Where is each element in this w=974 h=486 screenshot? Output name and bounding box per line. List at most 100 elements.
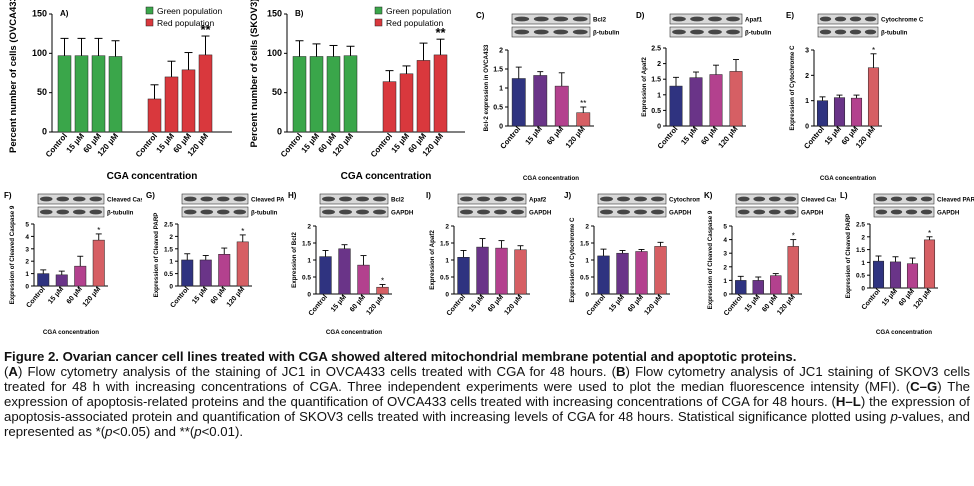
x-tick-label: Control xyxy=(44,132,69,160)
bar xyxy=(867,67,880,127)
x-tick-label: 60 μM xyxy=(66,286,84,306)
bar xyxy=(787,246,799,295)
blot-band xyxy=(39,209,53,215)
panel-f-chart: F) Cleaved Caspase 9 β-tubulin 0 1 2 3 4 5 Expres… xyxy=(0,188,164,338)
blot-band xyxy=(920,196,933,202)
blot-strip xyxy=(37,193,105,205)
panel-l-chart: L) Cleaved PARP GAPDH 0 0.5 1 1.5 2 2.5 Expressio… xyxy=(836,188,974,338)
caption-text-a: Flow cytometry analysis of the staining … xyxy=(22,364,617,379)
blot-band xyxy=(690,16,704,22)
bar xyxy=(357,264,370,295)
blot-band xyxy=(477,196,490,202)
y-tick-label: 1.5 xyxy=(302,241,311,248)
blot-band xyxy=(708,16,722,22)
chart-svg: G) Cleaved PARP β-tubulin 0 0.5 1 1.5 2 2.5 Expre… xyxy=(146,191,293,309)
panel-h-chart: H) Bcl2 GAPDH 0 0.5 1 1.5 2 Expression of Bcl2 Co… xyxy=(284,188,422,338)
legend-label: Red population xyxy=(386,18,443,28)
legend-label: Green population xyxy=(386,6,451,16)
panel-e-chart: E) Cytochrome C β-tubulin 0 1 2 3 Expression of… xyxy=(782,8,972,184)
blot-strip xyxy=(817,26,879,38)
panel-g-chart: G) Cleaved PARP β-tubulin 0 0.5 1 1.5 2 2.5 Expre… xyxy=(142,188,293,338)
blot-label: Bcl2 xyxy=(593,17,607,24)
bar xyxy=(654,246,667,295)
x-axis-label: CGA concentration xyxy=(820,175,876,182)
bar xyxy=(533,75,548,127)
blot-band xyxy=(920,209,933,215)
chart-svg: K) Cleaved Caspase 9 GAPDH 0 1 2 3 4 5 Expression… xyxy=(704,191,858,317)
bar xyxy=(218,254,231,287)
bar xyxy=(91,55,106,133)
y-tick-label: 0.5 xyxy=(164,271,173,278)
panel-b-chart: B) 0 50 100 150 Percent number of cells (SKOV… xyxy=(245,0,470,182)
blot-band xyxy=(753,209,766,215)
blot-band xyxy=(460,209,473,215)
panel-letter: F) xyxy=(4,191,12,200)
blot-band xyxy=(819,29,832,35)
bar xyxy=(457,257,470,295)
blot-band xyxy=(572,29,588,35)
significance-mark: * xyxy=(928,229,931,238)
y-tick-label: 0 xyxy=(169,284,173,291)
blot-band xyxy=(768,209,781,215)
y-tick-label: 3 xyxy=(25,246,29,253)
y-tick-label: 2 xyxy=(307,224,311,231)
blot-band xyxy=(494,209,507,215)
y-tick-label: 50 xyxy=(37,87,47,97)
blot-band xyxy=(56,209,70,215)
y-tick-label: 0 xyxy=(657,124,661,131)
y-tick-label: 0.5 xyxy=(651,108,661,115)
y-tick-label: 1.5 xyxy=(856,247,865,254)
blot-band xyxy=(737,196,750,202)
y-tick-label: 1.5 xyxy=(164,246,173,253)
blot-strip xyxy=(511,26,591,38)
bar xyxy=(198,54,213,133)
blot-band xyxy=(233,196,247,202)
caption-p-text: -values, and represented as *( xyxy=(4,409,970,439)
blot-band xyxy=(553,29,569,35)
x-tick-label: 15 μM xyxy=(191,286,209,306)
blot-band xyxy=(216,196,230,202)
y-tick-label: 2 xyxy=(723,264,727,271)
y-tick-label: 2.5 xyxy=(651,46,661,53)
blot-label: GAPDH xyxy=(669,210,692,217)
bar xyxy=(37,273,50,287)
bar xyxy=(816,100,829,127)
bar xyxy=(616,252,629,295)
blot-band xyxy=(216,209,230,215)
y-tick-label: 2.5 xyxy=(856,222,865,229)
blot-band xyxy=(864,16,877,22)
panel-letter: D) xyxy=(636,11,645,20)
y-tick-label: 0 xyxy=(25,284,29,291)
x-tick-label: 120 μM xyxy=(365,294,386,317)
blot-band xyxy=(726,29,740,35)
bar xyxy=(495,247,508,295)
y-tick-label: 1.5 xyxy=(580,241,589,248)
blot-band xyxy=(875,196,888,202)
bar xyxy=(199,259,212,287)
blot-band xyxy=(514,16,530,22)
y-axis-label: Bcl-2 expression in OVCA433 xyxy=(483,44,490,131)
y-tick-label: 100 xyxy=(267,48,282,58)
bar xyxy=(164,76,179,133)
blot-band xyxy=(690,29,704,35)
y-axis-label: Expression of Apaf2 xyxy=(641,57,648,117)
panel-letter: J) xyxy=(564,191,571,200)
blot-label: β-tubulin xyxy=(251,210,278,217)
x-tick-label: Control xyxy=(134,132,159,160)
blot-band xyxy=(89,209,103,215)
legend-swatch xyxy=(374,18,383,27)
significance-mark: ** xyxy=(200,22,211,37)
blot-band xyxy=(373,209,386,215)
y-tick-label: 150 xyxy=(267,9,282,19)
y-tick-label: 2 xyxy=(25,259,29,266)
blot-band xyxy=(339,196,352,202)
y-tick-label: 1 xyxy=(25,271,29,278)
y-tick-label: 1.5 xyxy=(493,67,503,74)
caption-label-hl: H–L xyxy=(835,394,861,409)
x-tick-label: 120 μM xyxy=(82,286,103,309)
blot-band xyxy=(477,209,490,215)
blot-band xyxy=(617,209,630,215)
blot-band xyxy=(905,196,918,202)
caption-p-italic: p xyxy=(890,409,898,424)
